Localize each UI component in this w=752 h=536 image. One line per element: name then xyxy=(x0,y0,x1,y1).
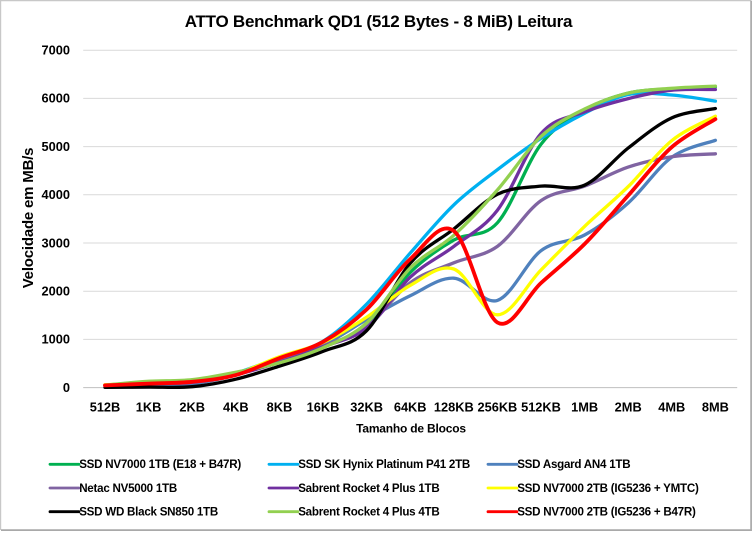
svg-text:SSD Asgard AN4 1TB: SSD Asgard AN4 1TB xyxy=(517,458,630,471)
svg-text:Velocidade em MB/s: Velocidade em MB/s xyxy=(20,148,37,289)
svg-text:3000: 3000 xyxy=(42,235,70,250)
svg-text:Netac NV5000 1TB: Netac NV5000 1TB xyxy=(79,482,177,495)
svg-text:SSD WD Black SN850 1TB: SSD WD Black SN850 1TB xyxy=(79,506,218,519)
svg-text:Tamanho de Blocos: Tamanho de Blocos xyxy=(356,422,466,436)
svg-text:7000: 7000 xyxy=(42,43,70,58)
svg-text:4KB: 4KB xyxy=(223,400,249,415)
svg-text:4MB: 4MB xyxy=(658,400,685,415)
svg-text:0: 0 xyxy=(63,380,70,395)
svg-text:SSD NV7000 2TB (IG5236 + B47R): SSD NV7000 2TB (IG5236 + B47R) xyxy=(517,506,696,519)
svg-text:1000: 1000 xyxy=(42,332,70,347)
svg-text:SSD SK Hynix Platinum P41 2TB: SSD SK Hynix Platinum P41 2TB xyxy=(298,458,470,471)
svg-text:2MB: 2MB xyxy=(615,400,642,415)
svg-text:128KB: 128KB xyxy=(434,400,474,415)
svg-text:512B: 512B xyxy=(90,400,121,415)
svg-text:5000: 5000 xyxy=(42,139,70,154)
svg-text:8MB: 8MB xyxy=(702,400,729,415)
svg-text:8KB: 8KB xyxy=(267,400,293,415)
svg-text:4000: 4000 xyxy=(42,187,70,202)
svg-text:64KB: 64KB xyxy=(394,400,427,415)
svg-text:Sabrent Rocket 4 Plus 1TB: Sabrent Rocket 4 Plus 1TB xyxy=(298,482,439,495)
svg-text:1MB: 1MB xyxy=(571,400,598,415)
svg-text:2KB: 2KB xyxy=(179,400,205,415)
svg-text:SSD NV7000 1TB (E18 + B47R): SSD NV7000 1TB (E18 + B47R) xyxy=(79,458,241,471)
svg-text:512KB: 512KB xyxy=(521,400,561,415)
svg-text:SSD NV7000 2TB (IG5236 + YMTC): SSD NV7000 2TB (IG5236 + YMTC) xyxy=(517,482,699,495)
svg-text:6000: 6000 xyxy=(42,91,70,106)
svg-text:2000: 2000 xyxy=(42,284,70,299)
svg-text:16KB: 16KB xyxy=(307,400,340,415)
svg-text:Sabrent Rocket 4 Plus 4TB: Sabrent Rocket 4 Plus 4TB xyxy=(298,506,439,519)
svg-text:256KB: 256KB xyxy=(477,400,517,415)
svg-text:ATTO Benchmark QD1 (512 Bytes: ATTO Benchmark QD1 (512 Bytes - 8 MiB) L… xyxy=(185,12,573,31)
svg-text:32KB: 32KB xyxy=(350,400,383,415)
svg-text:1KB: 1KB xyxy=(136,400,162,415)
